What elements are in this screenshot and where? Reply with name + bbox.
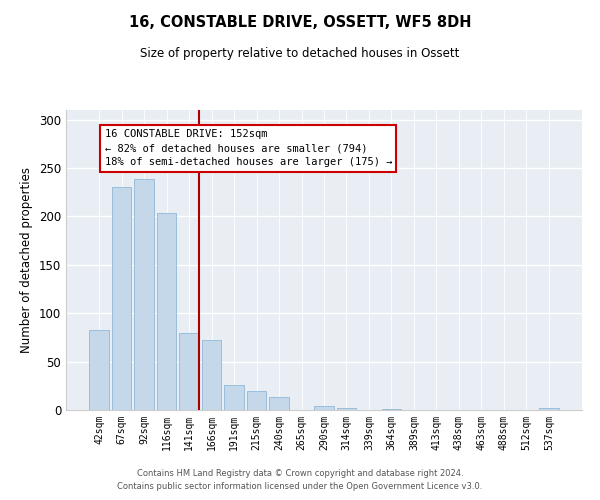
Bar — [337, 408, 356, 410]
Bar — [157, 212, 176, 410]
Bar — [382, 409, 401, 410]
Bar — [247, 390, 266, 410]
Bar — [89, 330, 109, 410]
Y-axis label: Number of detached properties: Number of detached properties — [20, 167, 34, 353]
Bar — [179, 332, 199, 410]
Bar — [134, 178, 154, 410]
Bar — [539, 408, 559, 410]
Text: 16, CONSTABLE DRIVE, OSSETT, WF5 8DH: 16, CONSTABLE DRIVE, OSSETT, WF5 8DH — [129, 15, 471, 30]
Bar — [202, 340, 221, 410]
Text: Contains public sector information licensed under the Open Government Licence v3: Contains public sector information licen… — [118, 482, 482, 491]
Bar — [112, 188, 131, 410]
Bar — [224, 385, 244, 410]
Bar — [314, 406, 334, 410]
Text: Contains HM Land Registry data © Crown copyright and database right 2024.: Contains HM Land Registry data © Crown c… — [137, 468, 463, 477]
Bar — [269, 398, 289, 410]
Text: 16 CONSTABLE DRIVE: 152sqm
← 82% of detached houses are smaller (794)
18% of sem: 16 CONSTABLE DRIVE: 152sqm ← 82% of deta… — [104, 130, 392, 168]
Text: Size of property relative to detached houses in Ossett: Size of property relative to detached ho… — [140, 48, 460, 60]
